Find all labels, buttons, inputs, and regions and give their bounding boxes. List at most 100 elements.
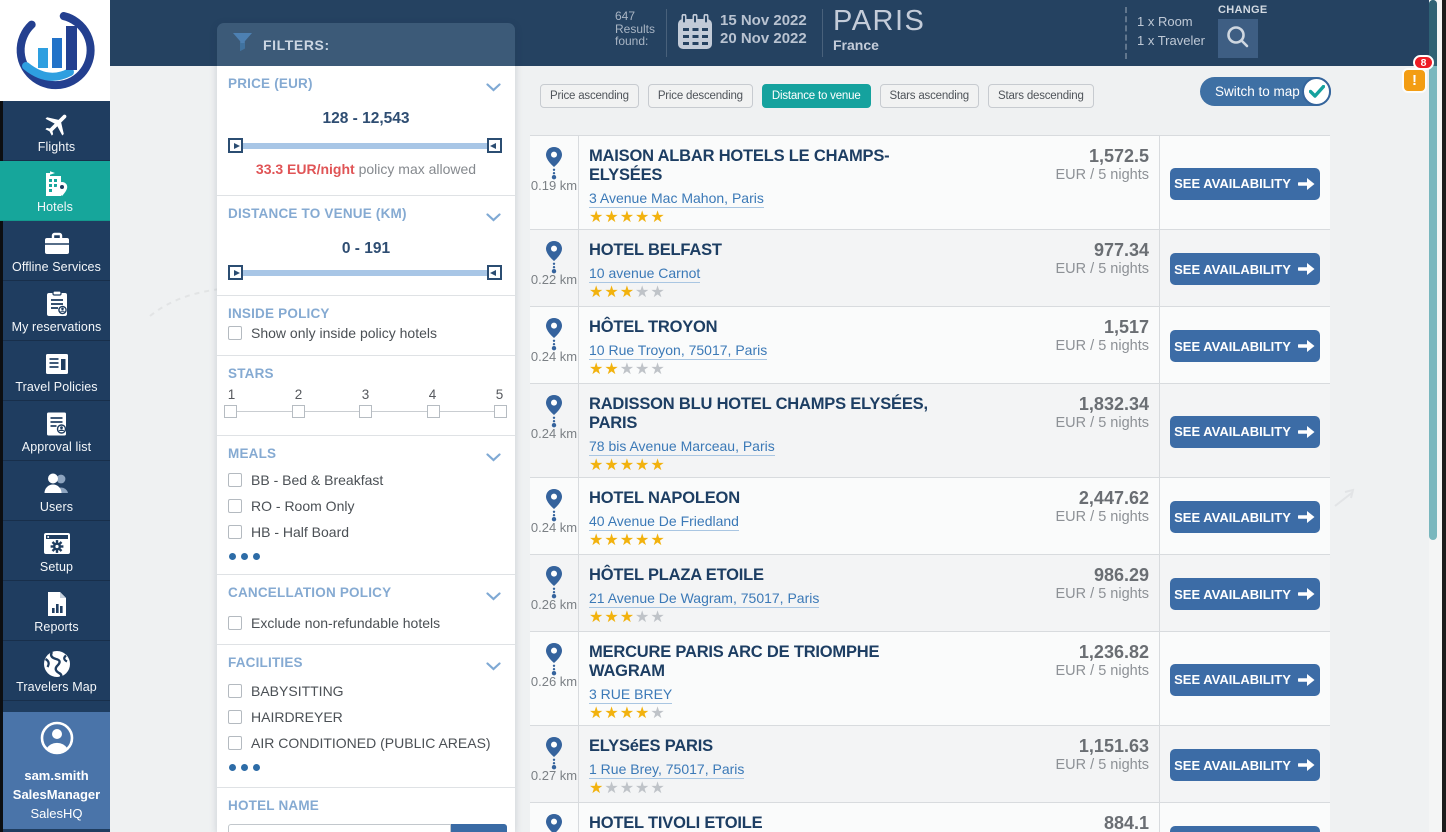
sort-option-stars-descending[interactable]: Stars descending bbox=[987, 84, 1094, 108]
hotel-address-link[interactable]: 21 Avenue De Wagram, 75017, Paris bbox=[589, 590, 820, 608]
meal-option-bb-bed-breakfast[interactable]: BB - Bed & Breakfast bbox=[228, 467, 507, 493]
date-range[interactable]: 15 Nov 2022 20 Nov 2022 bbox=[720, 12, 807, 47]
hotel-main-cell: HOTEL TIVOLI ETOILE bbox=[579, 803, 1330, 832]
sort-option-price-descending[interactable]: Price descending bbox=[647, 84, 753, 108]
checkbox[interactable] bbox=[228, 499, 242, 513]
filters-body: PRICE (EUR) 128 - 12,543 33.3 EUR/night … bbox=[217, 66, 515, 832]
chevron-down-icon[interactable] bbox=[486, 209, 501, 227]
sidebar-item-travelers-map[interactable]: Travelers Map bbox=[3, 641, 110, 701]
sort-option-stars-ascending[interactable]: Stars ascending bbox=[879, 84, 979, 108]
sidebar-item-my-reservations[interactable]: My reservations bbox=[3, 281, 110, 341]
see-availability-button[interactable]: SEE AVAILABILITY bbox=[1170, 330, 1320, 362]
hotel-main-cell: HOTEL BELFAST 10 avenue Carnot ★★★★★ bbox=[579, 230, 1330, 306]
sidebar-item-users[interactable]: Users bbox=[3, 461, 110, 521]
hotel-address-link[interactable]: 10 Rue Troyon, 75017, Paris bbox=[589, 342, 768, 360]
hotel-name[interactable]: HOTEL TIVOLI ETOILE bbox=[589, 814, 763, 832]
meal-option-ro-room-only[interactable]: RO - Room Only bbox=[228, 493, 507, 519]
sidebar-user[interactable]: sam.smith SalesManager SalesHQ bbox=[3, 712, 110, 829]
sort-option-price-ascending[interactable]: Price ascending bbox=[540, 84, 639, 108]
see-availability-button[interactable]: SEE AVAILABILITY bbox=[1170, 501, 1320, 533]
price-slider-min-handle[interactable] bbox=[228, 138, 243, 153]
checkbox[interactable] bbox=[228, 616, 242, 630]
distance-slider-min-handle[interactable] bbox=[228, 265, 243, 280]
distance-slider-max-handle[interactable] bbox=[487, 265, 502, 280]
exclamation-icon[interactable]: ! bbox=[1402, 68, 1427, 93]
hotel-name[interactable]: MERCURE PARIS ARC DE TRIOMPHE WAGRAM bbox=[589, 643, 880, 680]
inside-policy-options: Show only inside policy hotels bbox=[228, 320, 507, 346]
checkbox[interactable] bbox=[228, 684, 242, 698]
sidebar-item-hotels[interactable]: Hotels bbox=[0, 161, 110, 221]
stars-checkbox-5[interactable] bbox=[494, 405, 507, 418]
filter-section-price: PRICE (EUR) 128 - 12,543 33.3 EUR/night … bbox=[217, 66, 515, 196]
see-availability-button[interactable]: SEE AVAILABILITY bbox=[1170, 749, 1320, 781]
facility-option-babysitting[interactable]: BABYSITTING bbox=[228, 678, 507, 704]
hotel-row: 0.19 km MAISON ALBAR HOTELS LE CHAMPS- E… bbox=[530, 135, 1330, 230]
hotel-address-link[interactable]: 3 RUE BREY bbox=[589, 686, 673, 704]
hotel-name[interactable]: MAISON ALBAR HOTELS LE CHAMPS- ELYSÉES bbox=[589, 147, 890, 184]
chevron-down-icon[interactable] bbox=[486, 449, 501, 467]
change-search-button[interactable] bbox=[1218, 19, 1258, 58]
hotel-address-link[interactable]: 40 Avenue De Friedland bbox=[589, 513, 739, 531]
see-availability-button[interactable]: SEE AVAILABILITY bbox=[1170, 578, 1320, 610]
see-availability-button[interactable]: SEE AVAILABILITY bbox=[1170, 415, 1320, 448]
sidebar-filler bbox=[3, 701, 110, 712]
hotel-price: 1,151.63 bbox=[1078, 736, 1149, 756]
sidebar-item-reports[interactable]: Reports bbox=[3, 581, 110, 641]
hotel-address-link[interactable]: 3 Avenue Mac Mahon, Paris bbox=[589, 190, 764, 208]
hotel-name[interactable]: HÔTEL TROYON bbox=[589, 318, 718, 336]
price-slider bbox=[228, 138, 502, 153]
stars-checkbox-3[interactable] bbox=[359, 405, 372, 418]
inside-policy-option-show-only-inside-policy-hotels[interactable]: Show only inside policy hotels bbox=[228, 320, 507, 346]
sidebar-item-label: Approval list bbox=[21, 440, 92, 454]
hotel-address-link[interactable]: 10 avenue Carnot bbox=[589, 265, 701, 283]
chevron-down-icon[interactable] bbox=[486, 588, 501, 606]
hotel-star-rating: ★★★★★ bbox=[589, 284, 666, 301]
see-availability-button[interactable]: SEE AVAILABILITY bbox=[1170, 253, 1320, 285]
checkbox[interactable] bbox=[228, 710, 242, 724]
stars-checkbox-1[interactable] bbox=[224, 405, 237, 418]
hotel-name[interactable]: HOTEL NAPOLEON bbox=[589, 489, 740, 507]
stars-level-label-5: 5 bbox=[495, 387, 504, 402]
checkbox[interactable] bbox=[228, 736, 242, 750]
chevron-down-icon[interactable] bbox=[486, 79, 501, 97]
sidebar-item-flights[interactable]: Flights bbox=[3, 101, 110, 161]
meal-option-hb-half-board[interactable]: HB - Half Board bbox=[228, 519, 507, 545]
hotel-address-link[interactable]: 78 bis Avenue Marceau, Paris bbox=[589, 438, 775, 456]
sidebar-item-setup[interactable]: Setup bbox=[3, 521, 110, 581]
see-availability-button[interactable]: SEE AVAILABILITY bbox=[1170, 826, 1320, 832]
rooms-count: 1 x Room bbox=[1137, 14, 1193, 29]
see-availability-button[interactable]: SEE AVAILABILITY bbox=[1170, 663, 1320, 696]
hotel-distance-cell: 0.24 km bbox=[530, 384, 579, 477]
switch-to-map-toggle[interactable]: Switch to map bbox=[1200, 77, 1331, 106]
stars-checkbox-4[interactable] bbox=[426, 405, 440, 418]
price-slider-max-handle[interactable] bbox=[487, 138, 502, 153]
hotel-name[interactable]: HÔTEL PLAZA ETOILE bbox=[589, 566, 764, 584]
facility-option-air-conditioned-public-areas[interactable]: AIR CONDITIONED (PUBLIC AREAS) bbox=[228, 730, 507, 756]
checkbox[interactable] bbox=[228, 525, 242, 539]
hotel-name[interactable]: ELYSéES PARIS bbox=[589, 737, 713, 755]
see-availability-button[interactable]: SEE AVAILABILITY bbox=[1170, 167, 1320, 200]
facility-option-hairdreyer[interactable]: HAIRDREYER bbox=[228, 704, 507, 730]
hotel-distance-cell bbox=[530, 803, 579, 832]
hotel-price: 1,572.5 bbox=[1088, 146, 1149, 166]
scrollbar-thumb[interactable] bbox=[1429, 0, 1437, 540]
sidebar-item-approval-list[interactable]: Approval list bbox=[3, 401, 110, 461]
sidebar-item-offline-services[interactable]: Offline Services bbox=[3, 221, 110, 281]
chevron-down-icon[interactable] bbox=[486, 658, 501, 676]
hotel-name-search-button[interactable] bbox=[451, 824, 507, 832]
facilities-more-button[interactable] bbox=[229, 764, 260, 771]
hotel-distance-cell: 0.24 km bbox=[530, 307, 579, 383]
stars-checkbox-2[interactable] bbox=[291, 405, 305, 418]
hotel-address-link[interactable]: 1 Rue Brey, 75017, Paris bbox=[589, 761, 745, 779]
hotel-name[interactable]: RADISSON BLU HOTEL CHAMPS ELYSÉES, PARIS bbox=[589, 395, 928, 432]
distance-section-title: DISTANCE TO VENUE (KM) bbox=[228, 206, 407, 221]
meals-more-button[interactable] bbox=[229, 553, 260, 560]
cancellation-option-exclude-non-refundable-hotels[interactable]: Exclude non-refundable hotels bbox=[228, 610, 507, 636]
checkbox[interactable] bbox=[228, 326, 242, 340]
checkbox[interactable] bbox=[228, 473, 242, 487]
sidebar-item-travel-policies[interactable]: Travel Policies bbox=[3, 341, 110, 401]
hotel-name[interactable]: HOTEL BELFAST bbox=[589, 241, 722, 259]
sort-option-distance-to-venue[interactable]: Distance to venue bbox=[761, 84, 871, 108]
hotel-star-rating: ★★★★★ bbox=[589, 532, 666, 549]
hotel-name-input[interactable] bbox=[228, 824, 451, 832]
